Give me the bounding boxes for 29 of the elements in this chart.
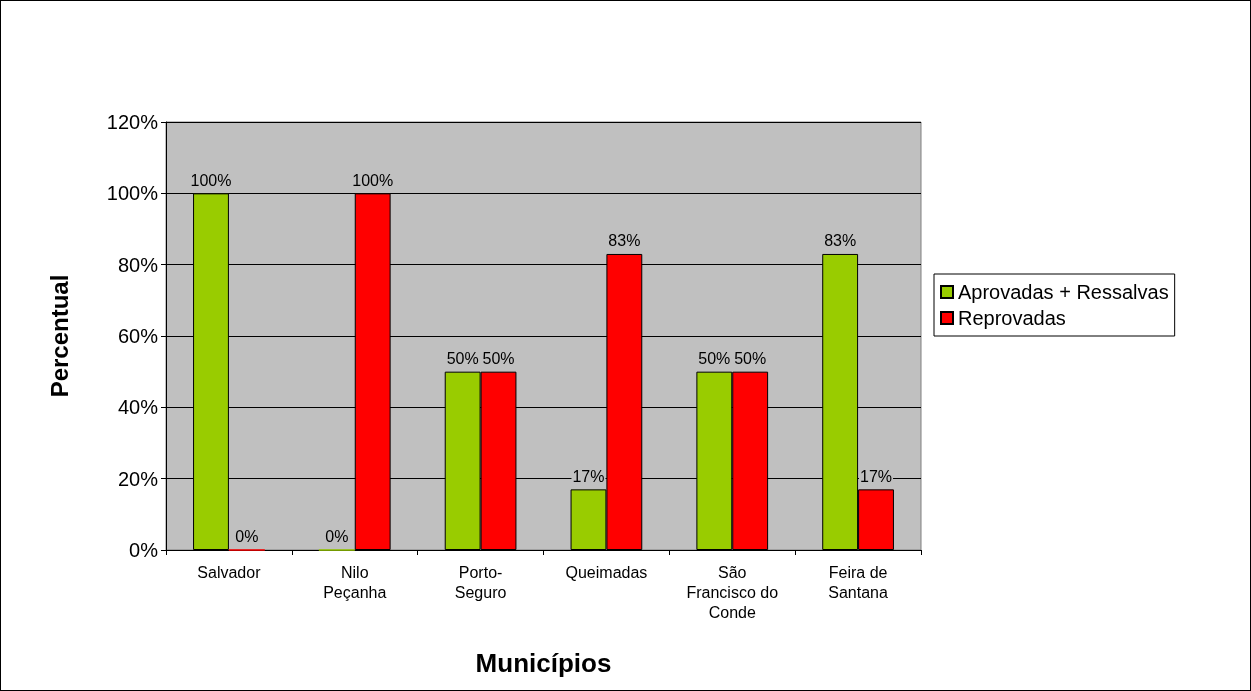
data-label: 100% bbox=[352, 171, 394, 189]
data-label: 0% bbox=[235, 528, 259, 545]
y-tick-label: 120% bbox=[106, 111, 159, 133]
x-tick-label: São Francisco do Conde bbox=[686, 563, 779, 621]
y-tick-label: 0% bbox=[129, 539, 159, 561]
x-axis-title: Municípios bbox=[475, 648, 612, 678]
y-tick-label: 20% bbox=[117, 467, 159, 490]
y-axis-title: Percentual bbox=[45, 274, 73, 398]
data-label: 50% bbox=[734, 350, 767, 368]
x-tick-label: Feira de Santana bbox=[828, 563, 888, 601]
data-label: 83% bbox=[824, 232, 857, 250]
legend-label: Reprovadas bbox=[958, 307, 1066, 329]
y-tick-label: 100% bbox=[106, 182, 159, 205]
x-tick-label: Porto- Seguro bbox=[454, 563, 507, 601]
data-label: 50% bbox=[446, 350, 479, 368]
data-label: 17% bbox=[572, 467, 605, 485]
data-label: 50% bbox=[482, 350, 515, 368]
y-tick-label: 80% bbox=[117, 253, 159, 276]
data-label: 100% bbox=[190, 171, 232, 189]
data-label: 17% bbox=[860, 467, 893, 485]
x-tick-label: Salvador bbox=[197, 563, 262, 581]
y-tick-label: 60% bbox=[117, 325, 159, 347]
x-tick-label: Queimadas bbox=[565, 563, 648, 581]
x-tick-label: Nilo Peçanha bbox=[323, 563, 387, 601]
legend-label: Aprovadas + Ressalvas bbox=[958, 281, 1169, 303]
data-label: 0% bbox=[325, 528, 349, 545]
data-label: 83% bbox=[608, 232, 641, 250]
y-tick-label: 40% bbox=[117, 396, 159, 419]
data-label: 50% bbox=[698, 350, 731, 368]
